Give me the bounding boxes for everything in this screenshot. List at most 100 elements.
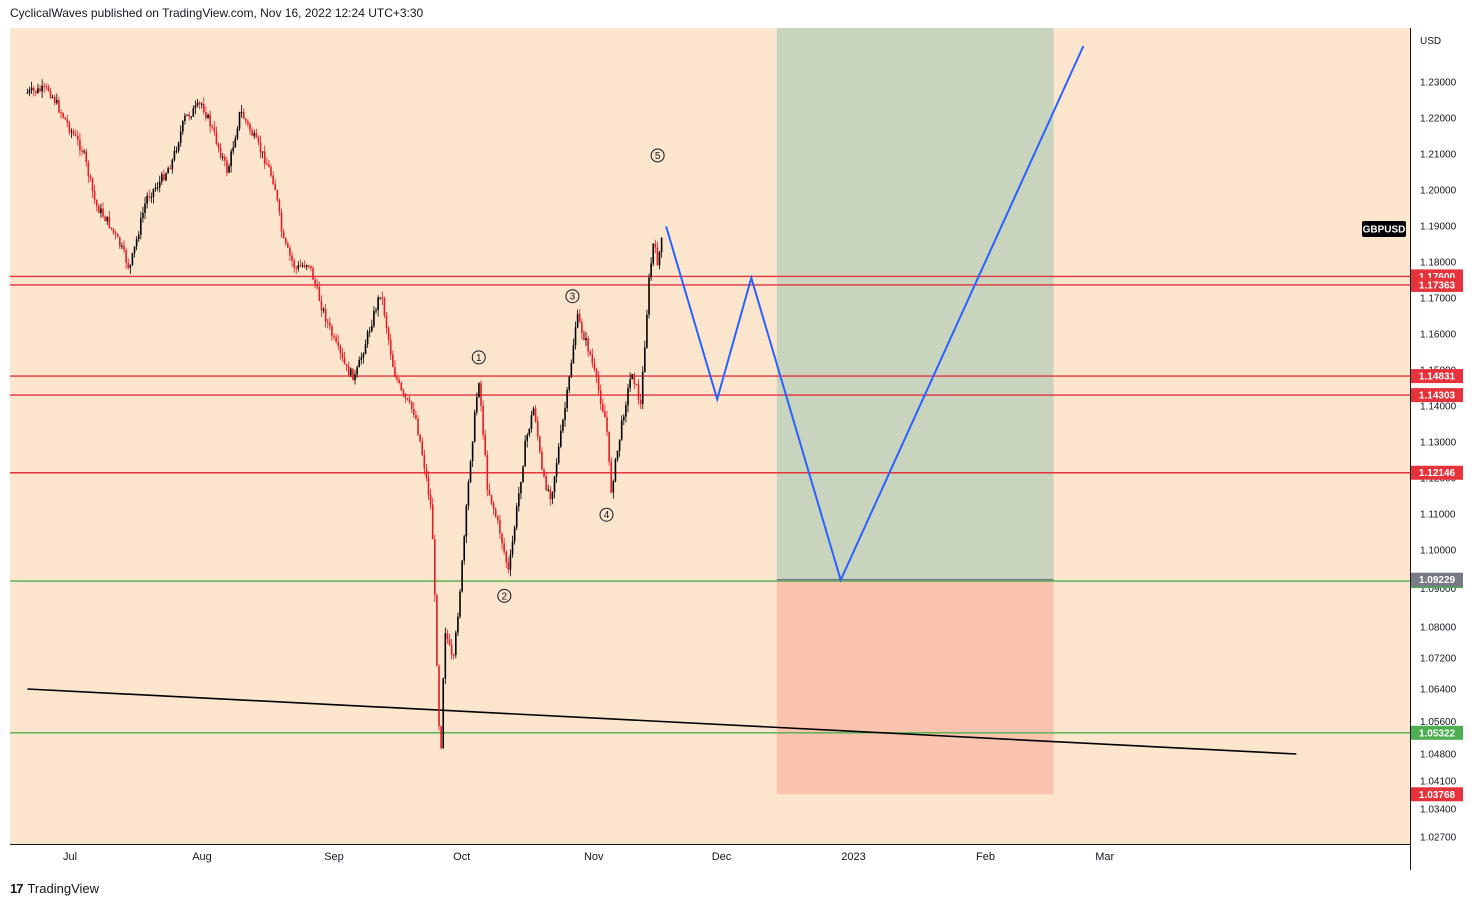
candle-body bbox=[247, 121, 249, 124]
candle-body bbox=[450, 644, 453, 655]
candle-body bbox=[448, 639, 451, 645]
price-tick: 1.16000 bbox=[1420, 330, 1457, 341]
wave-label-1: 1 bbox=[476, 353, 482, 364]
candle-body bbox=[490, 494, 493, 504]
candle-body bbox=[110, 227, 113, 229]
trendline[interactable] bbox=[27, 688, 1297, 755]
time-tick-Feb: Feb bbox=[976, 851, 995, 863]
price-tick: 1.14000 bbox=[1420, 402, 1457, 413]
candle-body bbox=[553, 476, 556, 493]
price-tick: 1.03400 bbox=[1420, 805, 1457, 816]
candle-body bbox=[341, 352, 344, 358]
candle-body bbox=[205, 112, 207, 119]
candle-body bbox=[606, 417, 608, 432]
wave-circle-4 bbox=[599, 507, 614, 522]
candle-body bbox=[213, 127, 216, 132]
price-axis[interactable]: USD 1.23000 1.22000 1.21000 1.20000 1.19000 1… bbox=[1410, 28, 1464, 870]
candle-body bbox=[534, 408, 537, 422]
candle-body bbox=[402, 389, 405, 394]
candle-body bbox=[532, 408, 535, 416]
candle-body bbox=[440, 726, 442, 749]
candle-body bbox=[154, 187, 157, 189]
candle-body bbox=[473, 412, 476, 442]
candle-body bbox=[381, 297, 384, 299]
candle-body bbox=[656, 247, 659, 266]
candle-body bbox=[585, 338, 587, 341]
candle-body bbox=[557, 446, 560, 464]
candle-body bbox=[74, 134, 77, 136]
candle-body bbox=[536, 421, 539, 437]
candle-body bbox=[574, 327, 577, 346]
candle-body bbox=[312, 268, 314, 280]
candle-body bbox=[238, 112, 241, 129]
candle-body bbox=[236, 128, 239, 139]
symbol-tag: GBPUSD bbox=[1363, 225, 1406, 236]
time-tick-Aug: Aug bbox=[192, 851, 212, 863]
stop-zone[interactable] bbox=[776, 579, 1054, 795]
candle-body bbox=[629, 379, 631, 389]
candle-body bbox=[568, 376, 571, 390]
candle-body bbox=[163, 174, 165, 181]
candle-body bbox=[211, 126, 214, 128]
candle-body bbox=[616, 450, 619, 460]
candle-body bbox=[32, 87, 35, 91]
candle-body bbox=[318, 286, 321, 301]
candle-body bbox=[623, 416, 625, 421]
candle-body bbox=[459, 591, 461, 617]
candle-body bbox=[400, 382, 403, 390]
candle-body bbox=[539, 436, 541, 452]
candle-body bbox=[287, 243, 289, 248]
candle-body bbox=[81, 150, 83, 152]
candle-body bbox=[442, 678, 445, 749]
time-tick-2023: 2023 bbox=[841, 851, 865, 863]
candle-body bbox=[37, 88, 39, 93]
candle-body bbox=[255, 133, 258, 138]
candle-body bbox=[641, 371, 644, 404]
candle-body bbox=[434, 539, 436, 596]
candle-body bbox=[576, 313, 579, 328]
price-tick: 1.07200 bbox=[1420, 654, 1457, 665]
candle-body bbox=[572, 345, 575, 364]
candle-body bbox=[305, 265, 308, 267]
time-tick-Mar: Mar bbox=[1095, 851, 1114, 863]
price-tag-bg bbox=[1411, 465, 1463, 480]
candle-body bbox=[354, 374, 356, 381]
candle-body bbox=[303, 265, 306, 267]
candle-body bbox=[469, 461, 472, 483]
candle-body bbox=[230, 151, 232, 167]
price-tick: 1.04100 bbox=[1420, 777, 1457, 788]
candle-body bbox=[515, 506, 518, 528]
candle-body bbox=[543, 469, 545, 477]
projection-path[interactable] bbox=[665, 45, 1085, 583]
candle-body bbox=[482, 405, 484, 435]
candle-body bbox=[379, 297, 382, 299]
candle-body bbox=[339, 345, 342, 353]
candle-body bbox=[182, 121, 184, 132]
candle-body bbox=[175, 150, 178, 152]
candle-body bbox=[545, 476, 547, 490]
candle-body bbox=[329, 322, 331, 327]
candle-body bbox=[26, 92, 29, 94]
candle-body bbox=[150, 196, 153, 198]
candle-body bbox=[347, 365, 350, 376]
candle-body bbox=[251, 130, 253, 136]
candle-body bbox=[591, 354, 594, 364]
candle-body bbox=[165, 173, 167, 181]
wave-label-2: 2 bbox=[502, 591, 508, 602]
time-axis[interactable]: Jul Aug Sep Oct Nov Dec 2023 Feb Mar bbox=[10, 844, 1410, 864]
candle-body bbox=[53, 96, 56, 104]
candle-body bbox=[95, 200, 98, 206]
target-zone[interactable] bbox=[776, 28, 1054, 580]
price-tag-1.09229: 1.09229 bbox=[1419, 575, 1456, 586]
candle-body bbox=[503, 543, 505, 552]
candle-body bbox=[192, 108, 195, 117]
candle-body bbox=[221, 156, 224, 158]
candle-body bbox=[49, 90, 52, 98]
time-tick-Sep: Sep bbox=[324, 851, 344, 863]
candle-body bbox=[599, 390, 602, 404]
position-zones bbox=[776, 28, 1054, 795]
candle-body bbox=[226, 160, 228, 173]
candle-body bbox=[612, 481, 615, 493]
candle-body bbox=[625, 405, 627, 417]
